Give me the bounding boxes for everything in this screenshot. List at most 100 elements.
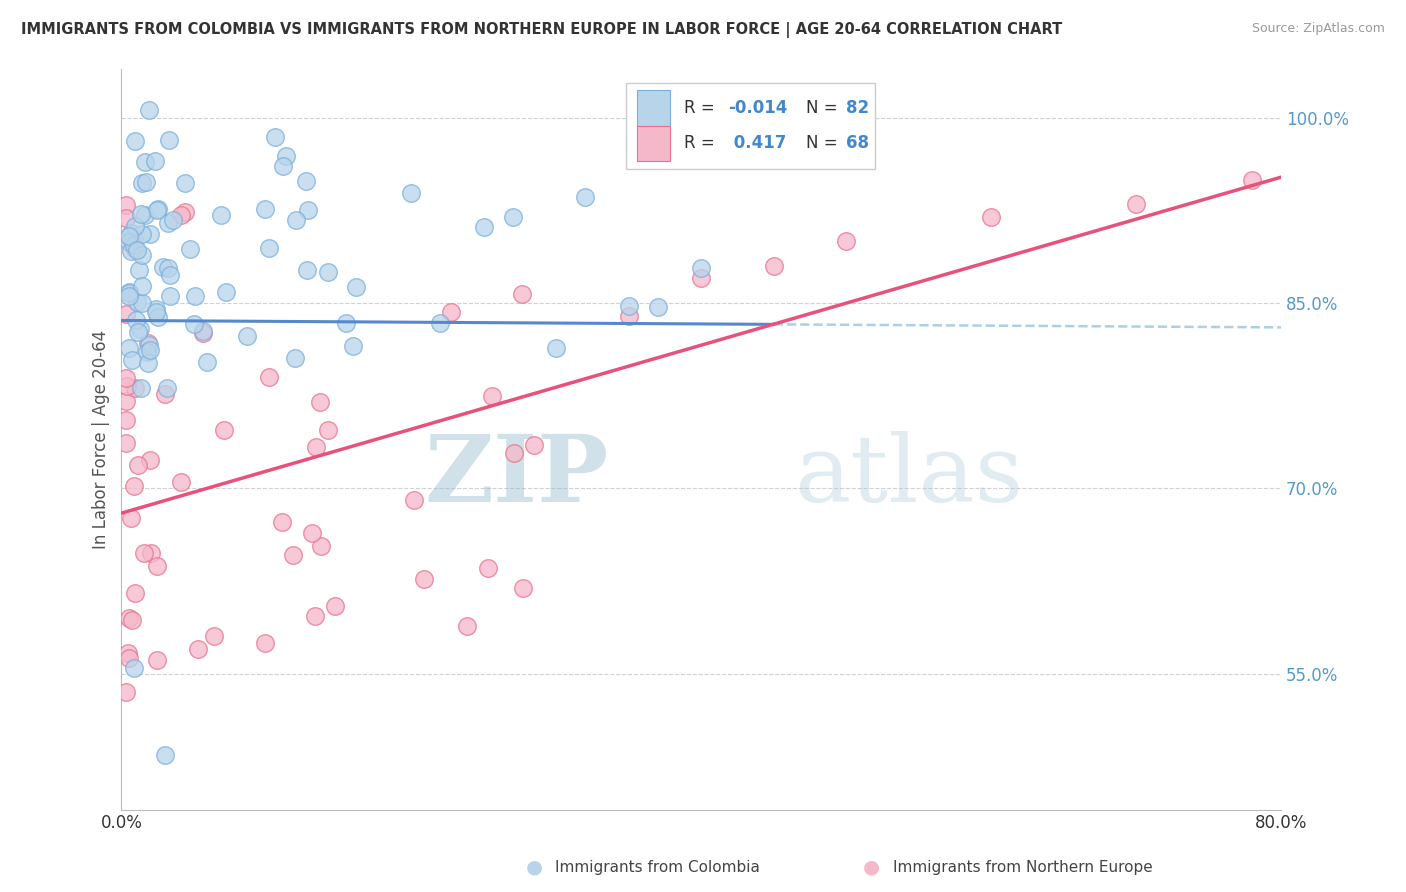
Text: 68: 68	[846, 135, 869, 153]
Point	[472, 219, 495, 234]
Point	[323, 599, 346, 613]
FancyBboxPatch shape	[637, 90, 669, 126]
Point	[183, 317, 205, 331]
Point	[118, 611, 141, 625]
Point	[184, 289, 207, 303]
Point	[120, 233, 142, 247]
Point	[134, 154, 156, 169]
Point	[257, 370, 280, 384]
Point	[136, 356, 159, 370]
Point	[134, 208, 156, 222]
Point	[131, 381, 153, 395]
Point	[131, 296, 153, 310]
Text: Immigrants from Northern Europe: Immigrants from Northern Europe	[893, 860, 1153, 874]
Point	[1299, 161, 1322, 175]
Point	[980, 210, 1002, 224]
Text: 82: 82	[846, 99, 869, 117]
Point	[131, 248, 153, 262]
Point	[120, 226, 142, 240]
Text: Source: ZipAtlas.com: Source: ZipAtlas.com	[1251, 22, 1385, 36]
Point	[156, 260, 179, 275]
Point	[617, 299, 640, 313]
Point	[156, 381, 179, 395]
Point	[253, 202, 276, 216]
Point	[270, 515, 292, 529]
Point	[305, 440, 328, 454]
Point	[281, 548, 304, 562]
Point	[124, 313, 146, 327]
Point	[114, 413, 136, 427]
Point	[316, 424, 339, 438]
Point	[114, 307, 136, 321]
Point	[170, 475, 193, 489]
Point	[647, 300, 669, 314]
Text: ●: ●	[526, 857, 543, 877]
Point	[117, 647, 139, 661]
Point	[523, 438, 546, 452]
Point	[159, 289, 181, 303]
Point	[152, 260, 174, 275]
Point	[202, 629, 225, 643]
Point	[162, 213, 184, 227]
Point	[335, 316, 357, 330]
Point	[114, 436, 136, 450]
Point	[146, 203, 169, 218]
Point	[120, 244, 142, 258]
Point	[690, 271, 713, 285]
Point	[574, 190, 596, 204]
Point	[159, 268, 181, 282]
Point	[139, 343, 162, 357]
Text: Immigrants from Colombia: Immigrants from Colombia	[555, 860, 761, 874]
Point	[456, 619, 478, 633]
Point	[1125, 197, 1147, 211]
Point	[429, 316, 451, 330]
Point	[114, 394, 136, 409]
Point	[284, 351, 307, 366]
Point	[146, 558, 169, 573]
Text: R =: R =	[683, 99, 720, 117]
Point	[512, 581, 534, 595]
Text: N =: N =	[806, 99, 842, 117]
Point	[136, 336, 159, 351]
Point	[173, 205, 195, 219]
Point	[135, 175, 157, 189]
Point	[124, 479, 146, 493]
Text: -0.014: -0.014	[728, 99, 787, 117]
Point	[236, 329, 259, 343]
Point	[477, 560, 499, 574]
Point	[135, 344, 157, 359]
Point	[124, 134, 146, 148]
Point	[309, 395, 332, 409]
Point	[309, 539, 332, 553]
Point	[146, 202, 169, 216]
Point	[295, 263, 318, 277]
Text: 0.417: 0.417	[728, 135, 786, 153]
Point	[114, 371, 136, 385]
Point	[215, 285, 238, 299]
Point	[835, 235, 858, 249]
Point	[690, 261, 713, 276]
Point	[762, 259, 785, 273]
Text: atlas: atlas	[794, 431, 1024, 521]
Text: ●: ●	[863, 857, 880, 877]
Point	[510, 287, 533, 301]
Point	[342, 338, 364, 352]
Point	[127, 325, 149, 339]
Point	[121, 614, 143, 628]
Point	[344, 280, 367, 294]
Point	[145, 305, 167, 319]
Point	[304, 609, 326, 624]
Text: R =: R =	[683, 135, 720, 153]
Point	[143, 153, 166, 168]
Point	[114, 197, 136, 211]
Point	[131, 279, 153, 293]
Point	[121, 510, 143, 524]
Point	[145, 302, 167, 317]
Point	[127, 458, 149, 473]
Point	[128, 263, 150, 277]
Point	[191, 324, 214, 338]
Y-axis label: In Labor Force | Age 20-64: In Labor Force | Age 20-64	[93, 329, 110, 549]
Point	[146, 652, 169, 666]
Point	[276, 148, 298, 162]
Point	[301, 526, 323, 541]
